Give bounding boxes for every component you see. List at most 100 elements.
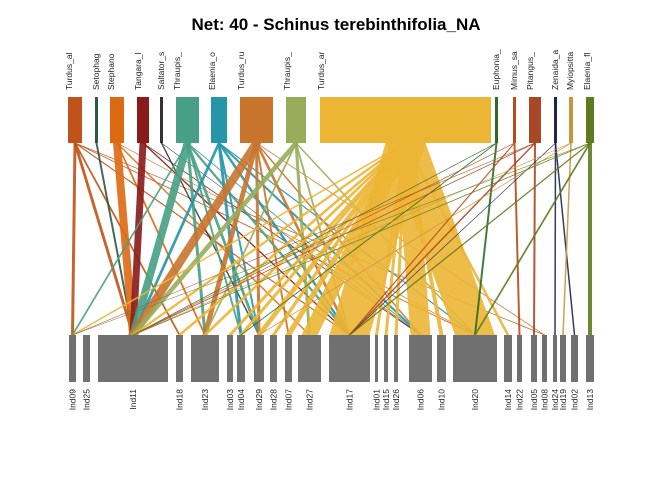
lower-individual-label: Ind29 xyxy=(254,389,264,411)
lower-individual-bar xyxy=(69,335,76,382)
lower-individual-label: Ind17 xyxy=(345,389,355,411)
lower-individual-label: Ind15 xyxy=(381,389,391,411)
lower-individual-label: Ind22 xyxy=(515,389,525,411)
lower-individual-label: Ind02 xyxy=(570,389,580,411)
lower-individual-bar xyxy=(586,335,594,382)
interaction-link xyxy=(204,143,297,335)
interaction-link xyxy=(349,143,556,335)
interaction-link xyxy=(131,143,408,335)
lower-level-bars xyxy=(69,335,594,382)
interaction-link xyxy=(71,143,536,335)
lower-individual-label: Ind10 xyxy=(437,389,447,411)
interaction-link xyxy=(129,143,147,335)
higher-species-label: Setophag xyxy=(91,53,101,90)
interaction-link xyxy=(404,143,510,335)
interaction-link xyxy=(554,143,576,335)
higher-species-label: Tangara_l xyxy=(133,53,143,90)
interaction-link xyxy=(71,143,189,335)
lower-individual-bar xyxy=(394,335,398,382)
interaction-link xyxy=(71,143,407,335)
interaction-link xyxy=(71,143,591,335)
lower-individual-bar xyxy=(227,335,233,382)
interaction-link xyxy=(562,143,572,335)
interaction-link xyxy=(131,143,221,335)
lower-individual-bar xyxy=(285,335,292,382)
higher-species-bar xyxy=(176,97,199,143)
lower-individual-label: Ind01 xyxy=(372,389,382,411)
interaction-link xyxy=(375,143,407,335)
interaction-link xyxy=(533,143,536,335)
lower-individual-bar xyxy=(298,335,321,382)
interaction-link xyxy=(129,143,192,335)
interaction-link xyxy=(513,143,521,335)
lower-individual-bar xyxy=(409,335,432,382)
lower-individual-bar xyxy=(531,335,537,382)
interaction-link xyxy=(130,143,299,335)
higher-species-label: Euphonia_ xyxy=(491,49,501,90)
interaction-link xyxy=(403,143,444,335)
lower-individual-label: Ind25 xyxy=(82,389,92,411)
interaction-link xyxy=(177,143,408,335)
lower-individual-bar xyxy=(437,335,446,382)
interaction-link xyxy=(240,143,498,335)
lower-individual-bar xyxy=(375,335,378,382)
lower-individual-bar xyxy=(553,335,557,382)
lower-level-labels: Ind09 Ind25 Ind11 Ind18 Ind23 Ind03 Ind04 Ind29… xyxy=(68,389,596,411)
higher-species-label: Elaenia_o xyxy=(207,52,217,90)
higher-species-label: Thraupis_ xyxy=(172,52,182,90)
higher-species-label: Turdus_ru xyxy=(236,51,246,90)
lower-individual-bar xyxy=(98,335,168,382)
lower-individual-label: Ind04 xyxy=(236,389,246,411)
lower-individual-label: Ind28 xyxy=(269,389,279,411)
higher-species-label: Zenaida_a xyxy=(550,50,560,90)
higher-species-bar xyxy=(160,97,163,143)
interaction-link xyxy=(394,143,407,335)
lower-individual-label: Ind14 xyxy=(503,389,513,411)
higher-species-label: Turdus_ar xyxy=(316,51,326,90)
interaction-link xyxy=(202,143,259,335)
lower-individual-bar xyxy=(191,335,219,382)
interaction-link xyxy=(348,143,536,335)
lower-individual-label: Ind11 xyxy=(128,389,138,410)
interaction-link xyxy=(113,143,137,335)
higher-species-label: Turdus_al xyxy=(64,52,74,90)
lower-individual-bar xyxy=(254,335,264,382)
interaction-link xyxy=(554,143,557,335)
interaction-links xyxy=(71,143,592,335)
lower-individual-bar xyxy=(237,335,245,382)
higher-species-label: Myiopsitta xyxy=(565,51,575,90)
higher-species-label: Stephano xyxy=(106,53,116,90)
interaction-link xyxy=(301,143,414,335)
lower-individual-label: Ind08 xyxy=(540,389,550,411)
lower-individual-bar xyxy=(504,335,512,382)
lower-individual-label: Ind20 xyxy=(470,389,480,411)
higher-species-bar xyxy=(554,97,557,143)
interaction-link xyxy=(256,143,409,335)
higher-species-bar xyxy=(529,97,541,143)
higher-species-bar xyxy=(240,97,273,143)
lower-individual-bar xyxy=(384,335,388,382)
higher-species-label: Elaenia_fl xyxy=(582,53,592,90)
lower-individual-label: Ind19 xyxy=(558,389,568,411)
interaction-link xyxy=(95,143,134,335)
higher-species-bar xyxy=(495,97,498,143)
higher-species-bar xyxy=(569,97,573,143)
higher-level-labels: Turdus_al Setophag Stephano Tangara_l Saltat… xyxy=(64,49,592,90)
higher-species-label: Pitangus_ xyxy=(525,52,535,90)
lower-individual-bar xyxy=(560,335,566,382)
interaction-link xyxy=(132,143,498,335)
interaction-link xyxy=(132,143,572,335)
lower-individual-label: Ind13 xyxy=(585,389,595,411)
lower-individual-bar xyxy=(83,335,90,382)
interaction-link xyxy=(348,143,591,335)
lower-individual-label: Ind18 xyxy=(175,389,185,411)
lower-individual-bar xyxy=(329,335,370,382)
interaction-link xyxy=(588,143,592,335)
interaction-link xyxy=(258,143,572,335)
higher-species-bar xyxy=(211,97,227,143)
lower-individual-label: Ind23 xyxy=(200,389,210,411)
interaction-link xyxy=(132,143,536,335)
lower-individual-label: Ind07 xyxy=(284,389,294,411)
lower-individual-label: Ind09 xyxy=(68,389,78,411)
